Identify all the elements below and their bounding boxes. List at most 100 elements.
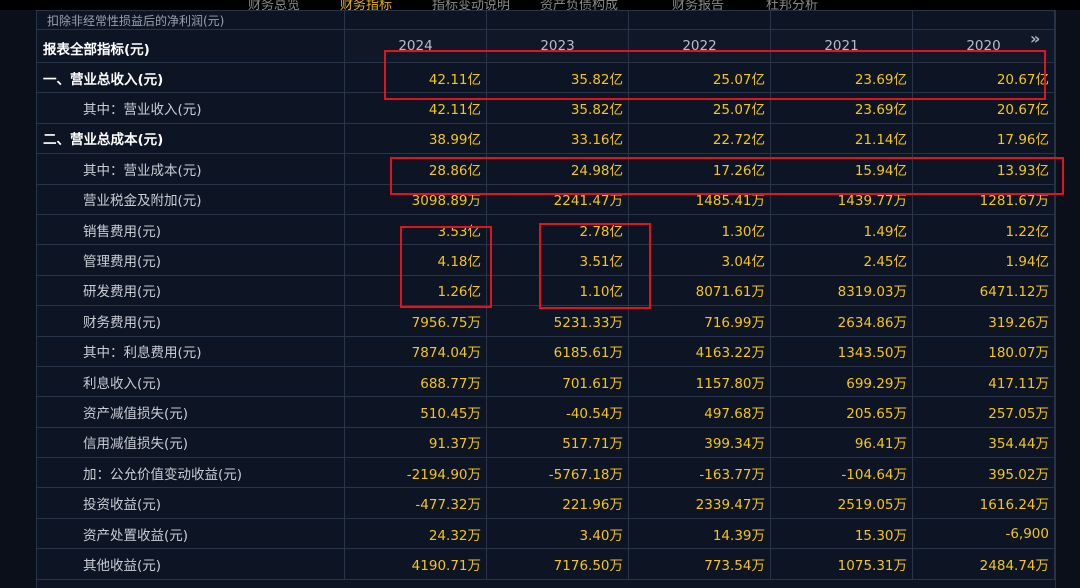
value-cell: -40.54万 xyxy=(486,396,629,428)
row-label: 管理费用(元) xyxy=(36,244,345,276)
value-cell: 517.71万 xyxy=(486,426,629,459)
tab-balance-structure[interactable]: 资产负债构成 xyxy=(540,0,619,10)
value-cell: 17.26亿 xyxy=(628,153,771,185)
value-cell: 1616.24万 xyxy=(912,487,1055,519)
table-row[interactable]: 研发费用(元) 1.26亿 1.10亿 8071.61万 8319.03万 6471.12… xyxy=(36,274,1055,307)
value-cell: -477.32万 xyxy=(344,487,487,519)
row-label: 利息收入(元) xyxy=(36,365,345,398)
table-row[interactable]: 其他收益(元) 4190.71万 7176.50万 773.54万 1075.31万 24… xyxy=(36,548,1055,580)
value-cell: 1157.80万 xyxy=(628,365,771,398)
value-cell: 91.37万 xyxy=(344,426,487,459)
value-cell: 2634.86万 xyxy=(770,305,913,337)
row-label: 其中：营业收入(元) xyxy=(36,92,345,124)
header-row: 报表全部指标(元) 2024 2023 2022 2021 2020 xyxy=(36,29,1055,63)
clipped-row: 扣除非经常性损益后的净利润(元) xyxy=(36,10,1055,30)
value-cell: 205.65万 xyxy=(770,396,913,428)
value-cell: 24.98亿 xyxy=(486,153,629,185)
value-cell: 699.29万 xyxy=(770,365,913,398)
value-cell: 14.39万 xyxy=(628,517,771,550)
value-cell: 4163.22万 xyxy=(628,335,771,367)
value-cell: 3.53亿 xyxy=(344,213,487,246)
value-cell: 8319.03万 xyxy=(770,274,913,307)
table-row[interactable]: 加：公允价值变动收益(元) -2194.90万 -5767.18万 -163.77万 -… xyxy=(36,457,1055,489)
row-label: 资产处置收益(元) xyxy=(36,517,345,550)
value-cell: 1075.31万 xyxy=(770,548,913,580)
table-row[interactable]: 其中：营业收入(元) 42.11亿 35.82亿 25.07亿 23.69亿 20.67亿 xyxy=(36,92,1055,124)
value-cell: 257.05万 xyxy=(912,396,1055,428)
row-label: 资产减值损失(元) xyxy=(36,396,345,428)
table-row[interactable]: 营业税金及附加(元) 3098.89万 2241.47万 1485.41万 1439.7… xyxy=(36,183,1055,215)
value-cell: -104.64万 xyxy=(770,457,913,489)
row-label: 销售费用(元) xyxy=(36,213,345,246)
value-cell: 354.44万 xyxy=(912,426,1055,459)
value-cell: 510.45万 xyxy=(344,396,487,428)
value-cell: 8071.61万 xyxy=(628,274,771,307)
tab-financial-indicators[interactable]: 财务指标 xyxy=(340,0,393,10)
tab-indicator-changes[interactable]: 指标变动说明 xyxy=(432,0,511,10)
value-cell: 2519.05万 xyxy=(770,487,913,519)
value-cell: 6471.12万 xyxy=(912,274,1055,307)
value-cell: 1.10亿 xyxy=(486,274,629,307)
value-cell: 688.77万 xyxy=(344,365,487,398)
value-cell: 28.86亿 xyxy=(344,153,487,185)
row-label: 研发费用(元) xyxy=(36,274,345,307)
table-row[interactable]: 其中：利息费用(元) 7874.04万 6185.61万 4163.22万 1343.5… xyxy=(36,335,1055,367)
value-cell: 1.22亿 xyxy=(912,213,1055,246)
row-label: 其中：营业成本(元) xyxy=(36,153,345,185)
value-cell: 4.18亿 xyxy=(344,244,487,276)
double-chevron-right-icon[interactable]: » xyxy=(1030,29,1041,48)
row-label: 二、营业总成本(元) xyxy=(36,122,345,155)
tab-financial-report[interactable]: 财务报告 xyxy=(672,0,725,10)
row-label: 营业税金及附加(元) xyxy=(36,183,345,215)
value-cell: 38.99亿 xyxy=(344,122,487,155)
value-cell: 1.49亿 xyxy=(770,213,913,246)
value-cell: 1485.41万 xyxy=(628,183,771,215)
value-cell: 1343.50万 xyxy=(770,335,913,367)
value-cell: 3.51亿 xyxy=(486,244,629,276)
value-cell: 773.54万 xyxy=(628,548,771,580)
table-row[interactable]: 投资收益(元) -477.32万 221.96万 2339.47万 2519.05万 16… xyxy=(36,487,1055,519)
value-cell: 20.67亿 xyxy=(912,92,1055,124)
value-cell: 7956.75万 xyxy=(344,305,487,337)
value-cell: 25.07亿 xyxy=(628,61,771,94)
value-cell: 1.26亿 xyxy=(344,274,487,307)
value-cell: 42.11亿 xyxy=(344,61,487,94)
value-cell: 2241.47万 xyxy=(486,183,629,215)
value-cell: 3.40万 xyxy=(486,517,629,550)
value-cell: 42.11亿 xyxy=(344,92,487,124)
year-header[interactable]: 2021 xyxy=(770,29,913,63)
table-row[interactable]: 一、营业总收入(元) 42.11亿 35.82亿 25.07亿 23.69亿 20.67亿 xyxy=(36,61,1055,94)
value-cell: 6185.61万 xyxy=(486,335,629,367)
table-row[interactable]: 信用减值损失(元) 91.37万 517.71万 399.34万 96.41万 354.4… xyxy=(36,426,1055,459)
value-cell: 417.11万 xyxy=(912,365,1055,398)
value-cell: 33.16亿 xyxy=(486,122,629,155)
year-header[interactable]: 2022 xyxy=(628,29,771,63)
table-row[interactable]: 资产处置收益(元) 24.32万 3.40万 14.39万 15.30万 -6,900 xyxy=(36,517,1055,550)
header-label: 报表全部指标(元) xyxy=(36,29,345,63)
table-row[interactable]: 财务费用(元) 7956.75万 5231.33万 716.99万 2634.86万 31… xyxy=(36,305,1055,337)
value-cell: 2484.74万 xyxy=(912,548,1055,580)
value-cell: 5231.33万 xyxy=(486,305,629,337)
year-header[interactable]: 2023 xyxy=(486,29,629,63)
table-row[interactable]: 管理费用(元) 4.18亿 3.51亿 3.04亿 2.45亿 1.94亿 xyxy=(36,244,1055,276)
value-cell: 15.94亿 xyxy=(770,153,913,185)
table-row[interactable]: 资产减值损失(元) 510.45万 -40.54万 497.68万 205.65万 257… xyxy=(36,396,1055,428)
value-cell: 180.07万 xyxy=(912,335,1055,367)
table-row[interactable]: 其中：营业成本(元) 28.86亿 24.98亿 17.26亿 15.94亿 13.93亿 xyxy=(36,153,1055,185)
value-cell: 7176.50万 xyxy=(486,548,629,580)
year-header[interactable]: 2024 xyxy=(344,29,487,63)
value-cell: 13.93亿 xyxy=(912,153,1055,185)
table-row[interactable]: 二、营业总成本(元) 38.99亿 33.16亿 22.72亿 21.14亿 17.96亿 xyxy=(36,122,1055,155)
value-cell: 35.82亿 xyxy=(486,92,629,124)
row-label: 财务费用(元) xyxy=(36,305,345,337)
tab-dupont-analysis[interactable]: 杜邦分析 xyxy=(766,0,819,10)
table-row[interactable]: 销售费用(元) 3.53亿 2.78亿 1.30亿 1.49亿 1.22亿 xyxy=(36,213,1055,246)
value-cell: 319.26万 xyxy=(912,305,1055,337)
tab-financial-overview[interactable]: 财务总览 xyxy=(248,0,301,10)
value-cell: -163.77万 xyxy=(628,457,771,489)
value-cell: 21.14亿 xyxy=(770,122,913,155)
value-cell: 716.99万 xyxy=(628,305,771,337)
row-label: 其中：利息费用(元) xyxy=(36,335,345,367)
value-cell: 96.41万 xyxy=(770,426,913,459)
table-row[interactable]: 利息收入(元) 688.77万 701.61万 1157.80万 699.29万 417.… xyxy=(36,365,1055,398)
